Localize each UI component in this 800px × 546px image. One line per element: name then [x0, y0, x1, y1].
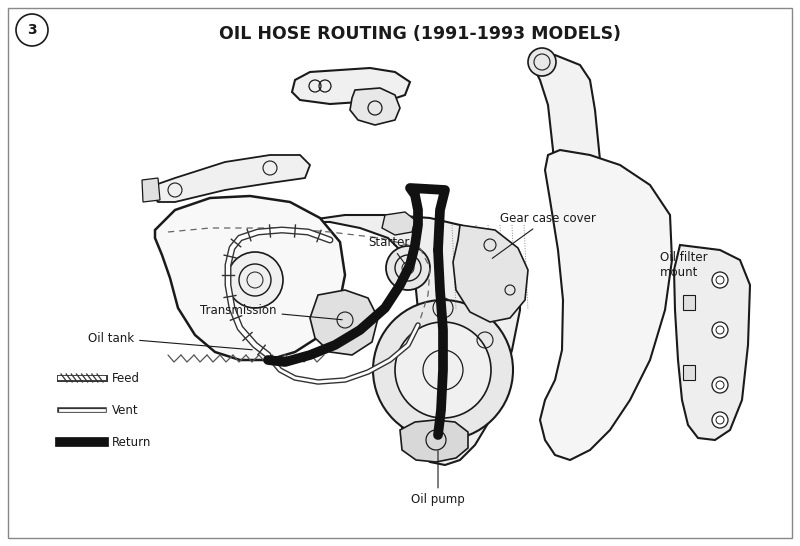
Polygon shape — [292, 68, 410, 104]
Polygon shape — [382, 212, 415, 235]
Text: Vent: Vent — [112, 403, 138, 417]
Text: Transmission: Transmission — [200, 304, 342, 320]
Text: Starter: Starter — [368, 235, 410, 266]
Circle shape — [712, 377, 728, 393]
Circle shape — [386, 246, 430, 290]
Text: Oil tank: Oil tank — [88, 331, 252, 350]
Circle shape — [712, 412, 728, 428]
Polygon shape — [683, 365, 695, 380]
Text: Feed: Feed — [112, 371, 140, 384]
Polygon shape — [540, 150, 672, 460]
Polygon shape — [310, 215, 520, 465]
Polygon shape — [530, 55, 600, 240]
Polygon shape — [674, 245, 750, 440]
Polygon shape — [350, 88, 400, 125]
Circle shape — [373, 300, 513, 440]
Circle shape — [712, 322, 728, 338]
Circle shape — [16, 14, 48, 46]
Text: 3: 3 — [27, 23, 37, 37]
Text: Gear case cover: Gear case cover — [492, 211, 596, 258]
Polygon shape — [142, 178, 160, 202]
Circle shape — [227, 252, 283, 308]
Circle shape — [528, 48, 556, 76]
Text: OIL HOSE ROUTING (1991-1993 MODELS): OIL HOSE ROUTING (1991-1993 MODELS) — [219, 25, 621, 43]
Polygon shape — [453, 225, 528, 322]
Polygon shape — [683, 295, 695, 310]
Text: Return: Return — [112, 436, 151, 448]
Text: Oil pump: Oil pump — [411, 451, 465, 507]
Polygon shape — [400, 420, 468, 462]
Circle shape — [712, 272, 728, 288]
Polygon shape — [310, 290, 378, 355]
Polygon shape — [155, 196, 345, 360]
Polygon shape — [152, 155, 310, 202]
Circle shape — [395, 322, 491, 418]
Text: Oil filter
mount: Oil filter mount — [660, 251, 708, 279]
